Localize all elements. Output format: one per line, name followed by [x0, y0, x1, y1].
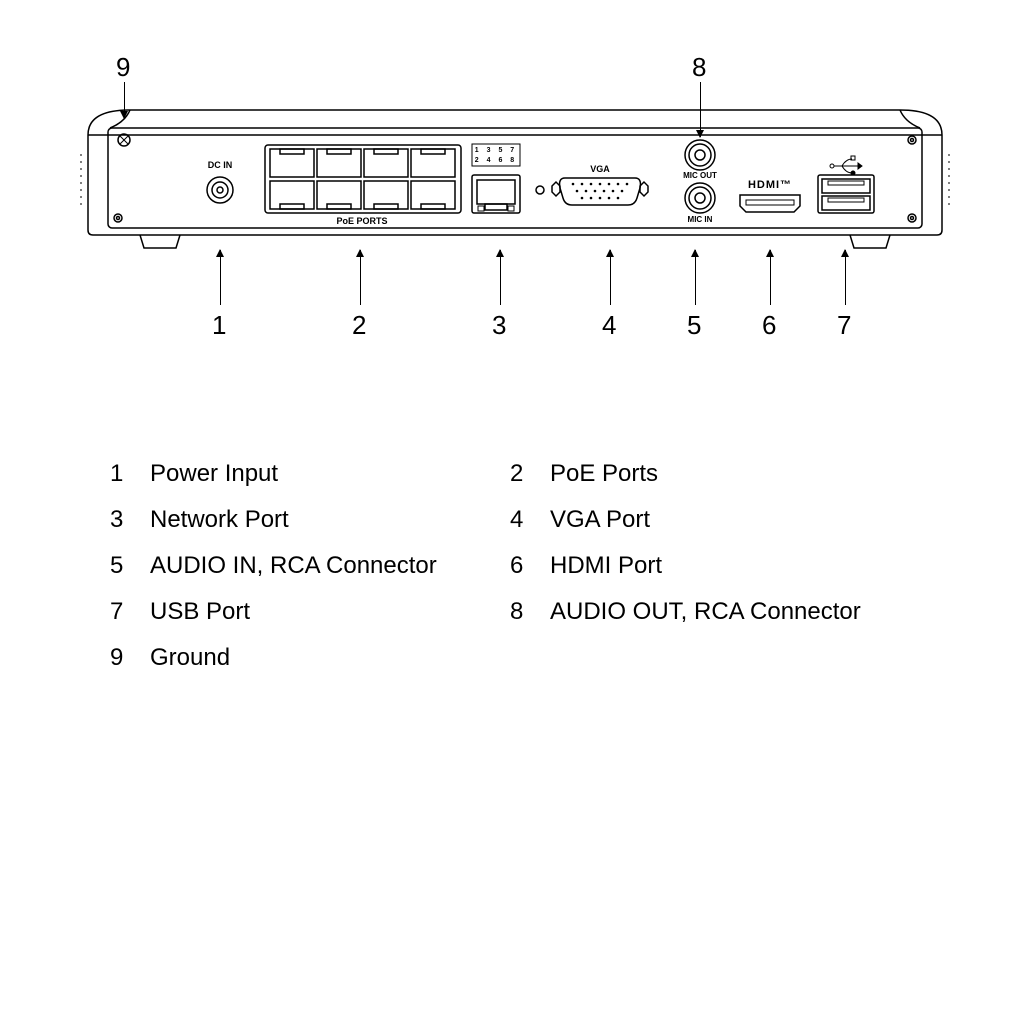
legend-num-3: 3 — [110, 506, 150, 534]
callout-number-7: 7 — [837, 310, 851, 341]
diagram-container: 9 8 — [80, 100, 950, 260]
legend-label-3: Network Port — [150, 506, 510, 534]
label-vga: VGA — [590, 164, 610, 174]
callout-arrow-6 — [770, 250, 771, 305]
device-rear-panel: DC IN PoE PORTS 1 3 5 7 2 4 6 8 VGA MIC … — [80, 100, 950, 260]
callout-number-3: 3 — [492, 310, 506, 341]
legend-num-6: 6 — [510, 552, 550, 580]
legend-num-2: 2 — [510, 460, 550, 488]
legend-num-5: 5 — [110, 552, 150, 580]
label-mic-in: MIC IN — [688, 215, 713, 224]
legend-label-1: Power Input — [150, 460, 510, 488]
legend-label-6: HDMI Port — [550, 552, 930, 580]
label-led-top: 1 3 5 7 — [475, 147, 517, 154]
label-mic-out: MIC OUT — [683, 171, 717, 180]
legend-label-5: AUDIO IN, RCA Connector — [150, 552, 510, 580]
legend-label-7: USB Port — [150, 598, 510, 626]
legend-label-8: AUDIO OUT, RCA Connector — [550, 598, 930, 626]
legend-num-7: 7 — [110, 598, 150, 626]
callout-number-4: 4 — [602, 310, 616, 341]
label-dc-in: DC IN — [208, 160, 233, 170]
callout-number-5: 5 — [687, 310, 701, 341]
callout-number-8: 8 — [692, 52, 706, 83]
callout-arrow-3 — [500, 250, 501, 305]
legend-num-1: 1 — [110, 460, 150, 488]
callout-arrow-7 — [845, 250, 846, 305]
callout-number-1: 1 — [212, 310, 226, 341]
legend-num-4: 4 — [510, 506, 550, 534]
callout-arrow-1 — [220, 250, 221, 305]
label-led-bot: 2 4 6 8 — [475, 157, 517, 164]
callout-number-6: 6 — [762, 310, 776, 341]
legend-num-8: 8 — [510, 598, 550, 626]
legend-label-4: VGA Port — [550, 506, 930, 534]
legend-table: 1 Power Input 2 PoE Ports 3 Network Port… — [110, 460, 930, 672]
callout-number-9: 9 — [116, 52, 130, 83]
legend-label-9: Ground — [150, 644, 510, 672]
callout-number-2: 2 — [352, 310, 366, 341]
callout-arrow-5 — [695, 250, 696, 305]
legend-label-2: PoE Ports — [550, 460, 930, 488]
label-hdmi: HDMI™ — [748, 179, 792, 191]
legend-num-9: 9 — [110, 644, 150, 672]
callout-arrow-2 — [360, 250, 361, 305]
callout-arrow-4 — [610, 250, 611, 305]
label-poe-ports: PoE PORTS — [336, 216, 387, 226]
